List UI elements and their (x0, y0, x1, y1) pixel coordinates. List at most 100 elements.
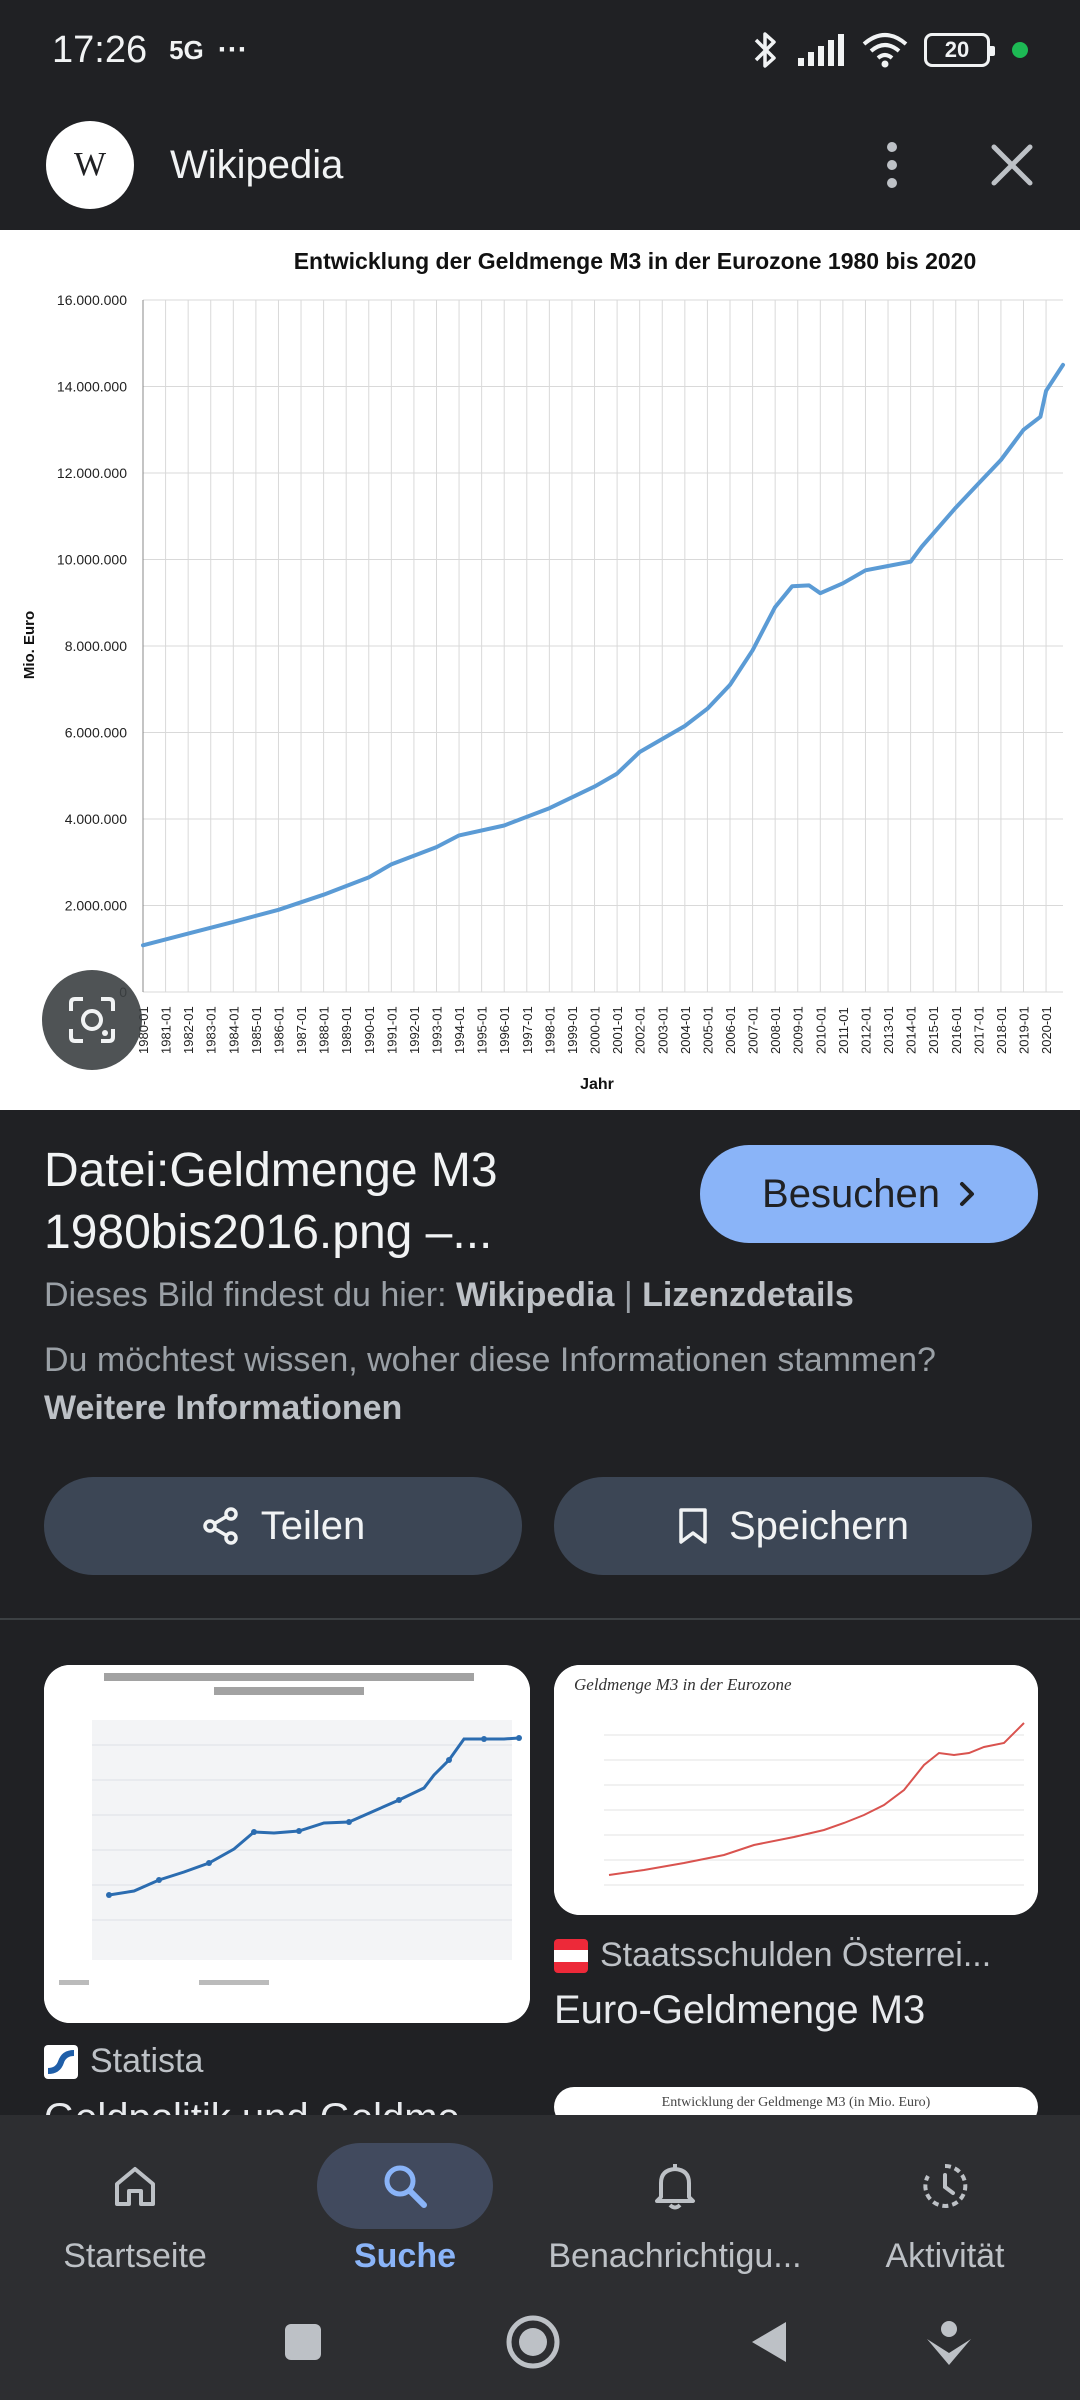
nav-icon-container (587, 2143, 763, 2229)
related-image-card[interactable] (44, 1665, 530, 2023)
activity-icon (923, 2163, 968, 2208)
separator: | (623, 1276, 633, 1314)
wikipedia-logo: W (46, 121, 134, 209)
nav-item-notifications[interactable]: Benachrichtigu... (540, 2115, 810, 2285)
nav-label: Benachrichtigu... (548, 2237, 802, 2275)
x-tick-label: 1986-01 (271, 1006, 286, 1054)
m3-line-chart: Entwicklung der Geldmenge M3 in der Euro… (21, 248, 1065, 1093)
x-tick-label: 2011-01 (836, 1007, 851, 1054)
x-tick-label: 2009-01 (791, 1006, 806, 1054)
assistant-icon[interactable] (924, 2317, 974, 2367)
x-tick-label: 2000-01 (588, 1006, 603, 1054)
app-bar-actions (880, 142, 1034, 188)
austria-flag-icon (554, 1938, 588, 1973)
y-tick-label: 14.000.000 (57, 379, 127, 395)
share-icon (202, 1507, 238, 1545)
more-notifications-icon: ··· (217, 33, 248, 66)
x-tick-label: 1982-01 (181, 1006, 196, 1054)
related-image-card[interactable]: Geldmenge M3 in der Eurozone (554, 1665, 1038, 1915)
x-tick-label: 1994-01 (452, 1006, 467, 1054)
chart-series (141, 362, 1065, 948)
x-tick-label: 2014-01 (904, 1006, 919, 1054)
y-tick-label: 10.000.000 (57, 552, 127, 568)
license-link[interactable]: Lizenzdetails (642, 1276, 854, 1314)
source-site-link[interactable]: Wikipedia (456, 1276, 615, 1314)
thumbnail-chart-title: Entwicklung der Geldmenge M3 (in Mio. Eu… (661, 2095, 931, 2110)
x-axis-tick-labels: 1980-01 1981-01 1982-01 1983-01 1984-01 1985-… (136, 1006, 1054, 1054)
related-chart-thumbnail: Geldmenge M3 in der Eurozone (554, 1665, 1038, 1915)
privacy-indicator-dot (1012, 42, 1028, 58)
x-tick-label: 1981-01 (159, 1006, 174, 1054)
more-options-icon[interactable] (880, 142, 904, 188)
x-tick-label: 1983-01 (204, 1006, 219, 1054)
share-button[interactable]: Teilen (44, 1477, 522, 1575)
y-tick-label: 2.000.000 (65, 898, 127, 914)
x-tick-label: 1990-01 (362, 1006, 377, 1054)
signal-icon (798, 34, 844, 66)
x-tick-label: 2004-01 (678, 1006, 693, 1054)
share-label: Teilen (260, 1503, 366, 1548)
status-icons: 20 (750, 30, 1028, 70)
thumbnail-chart-title: Geldmenge M3 in der Eurozone (574, 1675, 792, 1694)
system-navigation-bar (0, 2285, 1080, 2400)
y-tick-label: 12.000.000 (57, 465, 127, 481)
bookmark-icon (679, 1508, 707, 1544)
nav-item-home[interactable]: Startseite (0, 2115, 270, 2285)
back-icon[interactable] (748, 2319, 788, 2365)
nav-item-activity[interactable]: Aktivität (810, 2115, 1080, 2285)
nav-label: Aktivität (885, 2237, 1005, 2275)
x-tick-label: 2006-01 (723, 1006, 738, 1054)
x-tick-label: 1984-01 (226, 1006, 241, 1054)
x-tick-label: 2008-01 (768, 1006, 783, 1054)
related-title[interactable]: Euro-Geldmenge M3 (554, 1988, 926, 2032)
nav-label: Suche (353, 2237, 457, 2275)
recents-icon[interactable] (283, 2322, 323, 2362)
bluetooth-icon (754, 32, 776, 68)
x-tick-label: 1993-01 (429, 1006, 444, 1054)
statista-logo (44, 2044, 78, 2079)
x-tick-label: 2002-01 (633, 1006, 648, 1054)
lens-search-button[interactable] (42, 970, 142, 1070)
x-tick-label: 1987-01 (294, 1006, 309, 1054)
more-info-link[interactable]: Weitere Informationen (44, 1389, 403, 1427)
x-tick-label: 1997-01 (520, 1006, 535, 1054)
bell-icon (655, 2164, 695, 2210)
related-source-name: Staatsschulden Österrei... (600, 1936, 992, 1974)
x-tick-label: 2019-01 (1016, 1006, 1031, 1054)
section-divider (0, 1618, 1080, 1620)
battery-indicator: 20 (924, 33, 995, 67)
info-question: Du möchtest wissen, woher diese Informat… (44, 1341, 936, 1379)
wifi-icon (862, 33, 908, 68)
y-tick-label: 16.000.000 (57, 292, 127, 308)
close-icon[interactable] (990, 143, 1034, 187)
status-bar: 17:26 5G ··· 20 (0, 0, 1080, 100)
visit-button[interactable]: Besuchen (700, 1145, 1038, 1243)
x-tick-label: 1996-01 (497, 1006, 512, 1054)
visit-button-label: Besuchen (762, 1171, 940, 1216)
info-line: Du möchtest wissen, woher diese Informat… (44, 1336, 1044, 1432)
x-tick-label: 1999-01 (565, 1006, 580, 1054)
app-bar: W Wikipedia (0, 100, 1080, 230)
related-title[interactable]: Geldpolitik und Geldme... (44, 2096, 530, 2115)
x-tick-label: 2003-01 (655, 1006, 670, 1054)
home-circle-icon[interactable] (505, 2314, 561, 2370)
image-preview[interactable]: Entwicklung der Geldmenge M3 in der Euro… (0, 230, 1080, 1110)
nav-label: Startseite (63, 2237, 207, 2275)
y-axis-label: Mio. Euro (21, 611, 38, 679)
x-tick-label: 2020-01 (1039, 1006, 1054, 1054)
nav-item-search[interactable]: Suche (270, 2115, 540, 2285)
y-tick-label: 8.000.000 (65, 638, 127, 654)
x-tick-label: 1988-01 (317, 1006, 332, 1054)
save-label: Speichern (728, 1503, 910, 1548)
network-speed-indicator: 5G (169, 34, 204, 65)
nav-icon-container (857, 2143, 1033, 2229)
save-button[interactable]: Speichern (554, 1477, 1032, 1575)
x-tick-label: 1991-01 (384, 1006, 399, 1054)
y-axis-tick-labels: 02.000.0004.000.0006.000.0008.000.00010.… (57, 292, 127, 1000)
result-title[interactable]: Datei:Geldmenge M3 1980bis2016.png –... (44, 1144, 498, 1259)
x-tick-label: 2017-01 (971, 1006, 986, 1054)
x-tick-label: 2005-01 (700, 1006, 715, 1054)
related-chart-thumbnail (44, 1665, 530, 2023)
x-tick-label: 2016-01 (949, 1006, 964, 1054)
x-tick-label: 2012-01 (858, 1006, 873, 1054)
